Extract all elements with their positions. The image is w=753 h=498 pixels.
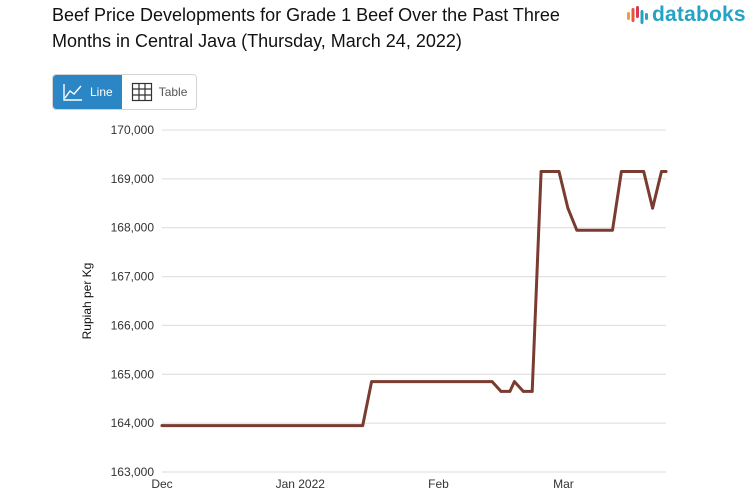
x-tick-label: Jan 2022: [276, 477, 326, 491]
line-chart-icon: [63, 84, 82, 101]
x-tick-label: Mar: [553, 477, 574, 491]
data-point: [160, 424, 164, 427]
data-point: [490, 380, 494, 384]
y-tick-label: 165,000: [111, 367, 155, 381]
data-point: [611, 228, 614, 232]
data-point: [557, 170, 561, 173]
data-point: [660, 170, 663, 173]
x-tick-label: Dec: [151, 477, 172, 491]
y-tick-label: 168,000: [111, 221, 155, 235]
data-point: [619, 170, 623, 173]
data-point: [530, 389, 534, 393]
data-point: [521, 389, 525, 393]
y-tick-label: 169,000: [111, 172, 155, 186]
y-tick-label: 170,000: [111, 123, 155, 137]
series-line: [160, 170, 668, 428]
line-view-button[interactable]: Line: [53, 75, 122, 109]
databoks-mark-icon: [627, 6, 648, 24]
table-view-label: Table: [158, 85, 188, 99]
chart-title: Beef Price Developments for Grade 1 Beef…: [52, 5, 560, 51]
y-tick-label: 164,000: [111, 416, 155, 430]
data-point: [575, 228, 579, 232]
data-point: [642, 170, 646, 173]
data-point: [566, 206, 570, 210]
y-axis-label: Rupiah per Kg: [80, 263, 94, 340]
table-grid-icon: [131, 82, 152, 102]
data-point: [508, 389, 512, 393]
databoks-logo: databoks: [626, 2, 746, 28]
data-point: [499, 389, 503, 393]
y-tick-label: 163,000: [111, 465, 155, 479]
data-point: [539, 170, 543, 173]
y-tick-label: 167,000: [111, 270, 155, 284]
data-point: [664, 170, 668, 173]
y-tick-label: 166,000: [111, 318, 155, 332]
data-point: [512, 380, 516, 384]
view-toggle: Line Table: [52, 74, 198, 110]
data-point: [370, 380, 374, 384]
line-view-label: Line: [90, 85, 113, 99]
brand-name: databoks: [652, 3, 746, 26]
data-point: [361, 424, 365, 427]
data-point: [651, 206, 655, 210]
x-tick-label: Feb: [428, 477, 449, 491]
table-view-button[interactable]: Table: [122, 75, 197, 109]
